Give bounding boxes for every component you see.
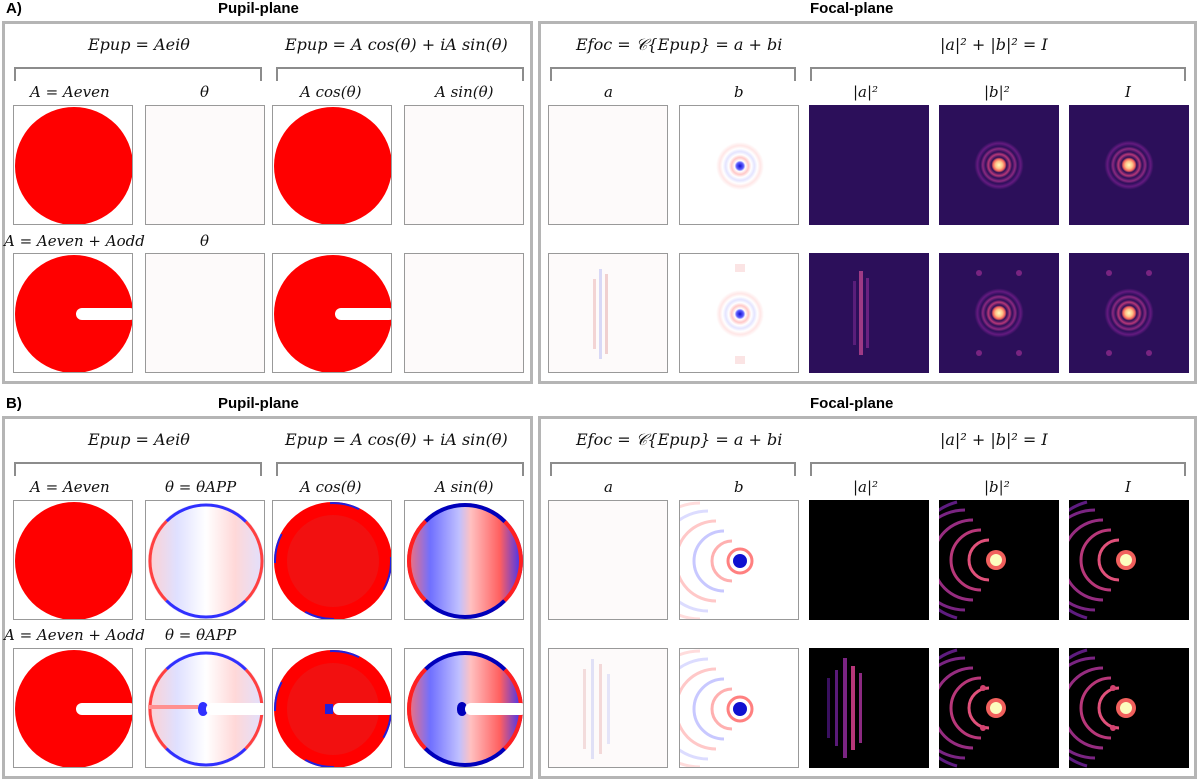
panel-b-eq-focal-2: |a|² + |b|² = I [940,430,1048,449]
panel-b-row1-theta: θ = θAPP [165,478,237,496]
panel-a-bracket-4 [810,67,1186,81]
b-r2-b2-image [939,648,1059,768]
panel-a-bracket-1 [14,67,262,81]
panel-b-col-i: I [1125,478,1131,496]
panel-b-eq-focal-1: Efoc = 𝒞{Epup} = a + bi [576,430,783,449]
panel-a-col-a2: |a|² [853,83,879,101]
a-r2-i-image [1069,253,1189,373]
panel-b-col-b2: |b|² [984,478,1010,496]
a-r2-amplitude-image [13,253,133,373]
panel-a-row1-theta: θ [200,83,210,101]
panel-b-col-asin: A sin(θ) [435,478,494,496]
panel-b-bracket-3 [550,462,796,476]
panel-b-bracket-4 [810,462,1186,476]
panel-a-col-b2: |b|² [984,83,1010,101]
panel-b-label: B) [6,395,22,412]
panel-a-row1-label: A = Aeven [30,83,110,101]
panel-b-bracket-2 [276,462,524,476]
a-r2-a-image [548,253,668,373]
b-r1-amplitude-image [13,500,133,620]
a-r1-a-image [548,105,668,225]
a-r1-b2-image [939,105,1059,225]
a-r1-acos-image [272,105,392,225]
b-r2-a2-image [809,648,929,768]
a-r2-phase-image [145,253,265,373]
b-r2-a-image [548,648,668,768]
a-r1-amplitude-image [13,105,133,225]
b-r1-acos-image [272,500,392,620]
panel-b-col-a: a [604,478,613,496]
panel-b-pupil-title: Pupil-plane [218,395,299,412]
b-r2-acos-image [272,648,392,768]
panel-a-col-acos: A cos(θ) [300,83,362,101]
b-r1-asin-image [404,500,524,620]
panel-b-bracket-1 [14,462,262,476]
a-r1-i-image [1069,105,1189,225]
panel-b-col-a2: |a|² [853,478,879,496]
b-r1-a-image [548,500,668,620]
panel-a-eq-focal-2: |a|² + |b|² = I [940,35,1048,54]
panel-b-row1-label: A = Aeven [30,478,110,496]
b-r1-i-image [1069,500,1189,620]
b-r1-a2-image [809,500,929,620]
panel-a-eq-pupil-1: Epup = Aeiθ [88,35,190,54]
panel-b-row2-theta: θ = θAPP [165,626,237,644]
b-r2-asin-image [404,648,524,768]
panel-a-row2-label: A = Aeven + Aodd [4,232,145,250]
b-r1-b2-image [939,500,1059,620]
panel-a-col-i: I [1125,83,1131,101]
a-r2-b-image [679,253,799,373]
a-r1-b-image [679,105,799,225]
panel-b-row2-label: A = Aeven + Aodd [4,626,145,644]
b-r2-i-image [1069,648,1189,768]
a-r1-asin-image [404,105,524,225]
panel-b-col-b: b [734,478,744,496]
a-r2-asin-image [404,253,524,373]
panel-a-col-b: b [734,83,744,101]
panel-a-bracket-2 [276,67,524,81]
panel-a-label: A) [6,0,22,17]
panel-a-col-asin: A sin(θ) [435,83,494,101]
b-r1-b-image [679,500,799,620]
panel-a-bracket-3 [550,67,796,81]
panel-b-eq-pupil-2: Epup = A cos(θ) + iA sin(θ) [285,430,508,449]
panel-a-pupil-title: Pupil-plane [218,0,299,17]
b-r2-b-image [679,648,799,768]
panel-b-eq-pupil-1: Epup = Aeiθ [88,430,190,449]
a-r2-acos-image [272,253,392,373]
panel-b-focal-title: Focal-plane [810,395,894,412]
panel-a-eq-pupil-2: Epup = A cos(θ) + iA sin(θ) [285,35,508,54]
b-r2-phase-image [145,648,265,768]
panel-b-col-acos: A cos(θ) [300,478,362,496]
panel-a-row2-theta: θ [200,232,210,250]
a-r1-a2-image [809,105,929,225]
b-r1-phase-image [145,500,265,620]
b-r2-amplitude-image [13,648,133,768]
a-r1-phase-image [145,105,265,225]
a-r2-b2-image [939,253,1059,373]
a-r2-a2-image [809,253,929,373]
panel-a-eq-focal-1: Efoc = 𝒞{Epup} = a + bi [576,35,783,54]
panel-a-focal-title: Focal-plane [810,0,894,17]
panel-a-col-a: a [604,83,613,101]
